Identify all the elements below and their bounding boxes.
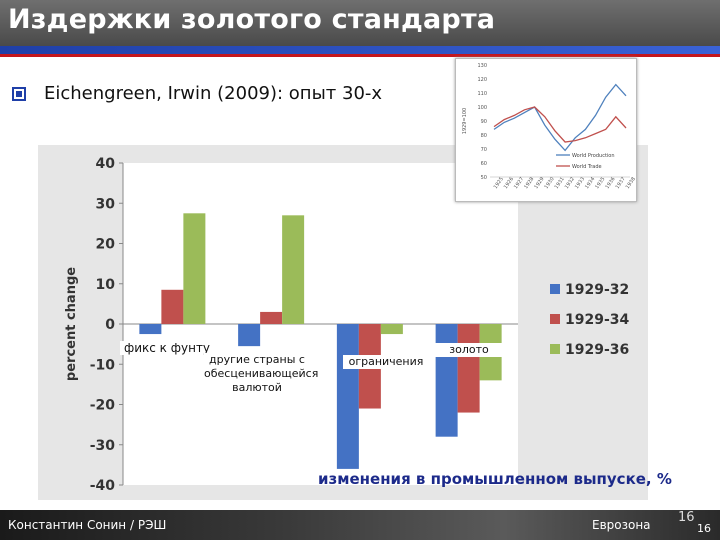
inset-series-world-production [493, 83, 627, 152]
inset-line-chart-svg: 13012011010090807060501929=1001925192619… [462, 63, 636, 190]
y-tick-label: -40 [90, 478, 116, 494]
legend-swatch-1929-32 [550, 284, 560, 294]
category-label-1: фикс к фунту [120, 341, 214, 355]
title-underline-red [0, 54, 720, 57]
title-underline-blue [0, 46, 720, 54]
inset-series-world-trade [493, 106, 627, 143]
inset-x-tick-label: 1938 [625, 176, 636, 190]
bar-1929-36 [380, 324, 403, 335]
y-tick-label: 20 [96, 237, 116, 253]
y-tick-label: -20 [90, 398, 116, 414]
bar-1929-34 [457, 324, 480, 413]
inset-y-tick-label: 70 [481, 147, 487, 153]
page-number-small: 16 [697, 522, 711, 535]
bar-1929-36 [282, 215, 305, 324]
inset-y-tick-label: 120 [477, 77, 487, 83]
y-tick-label: -30 [90, 438, 116, 454]
inset-y-tick-label: 50 [481, 175, 487, 181]
inset-y-tick-label: 110 [477, 91, 487, 97]
legend-swatch-1929-36 [550, 344, 560, 354]
chart-caption: изменения в промышленном выпуске, % [318, 470, 672, 488]
legend-swatch-1929-34 [550, 314, 560, 324]
bar-1929-32 [435, 324, 458, 437]
y-tick-label: 30 [96, 196, 116, 212]
inset-y-axis-label: 1929=100 [462, 108, 468, 134]
y-axis-label: percent change [64, 267, 79, 381]
legend-label-1929-34: 1929-34 [565, 312, 630, 328]
category-label-3: ограничения [343, 355, 429, 369]
category-label-2: другие страны с обесценивающейся валютой [204, 353, 319, 395]
inset-y-tick-label: 60 [481, 161, 487, 167]
y-tick-label: 10 [96, 277, 116, 293]
bar-1929-32 [336, 324, 359, 469]
slide-title: Издержки золотого стандарта [8, 4, 496, 35]
inset-y-tick-label: 80 [481, 133, 487, 139]
legend-label-1929-32: 1929-32 [565, 282, 629, 298]
inset-y-tick-label: 130 [477, 63, 487, 69]
bar-1929-32 [139, 324, 162, 335]
page-number-large: 16 [678, 510, 695, 525]
inset-y-tick-label: 90 [481, 119, 487, 125]
bar-1929-32 [238, 324, 261, 347]
inset-y-tick-label: 100 [477, 105, 487, 111]
footer-author: Константин Сонин / РЭШ [8, 518, 167, 532]
bullet-text: Eichengreen, Irwin (2009): опыт 30-х [44, 83, 383, 104]
category-label-4: золото [432, 343, 506, 357]
bar-1929-36 [183, 213, 206, 324]
title-bar [0, 0, 720, 46]
footer-section: Еврозона [592, 518, 651, 532]
inset-legend-label: World Trade [572, 164, 602, 170]
inset-legend-label: World Production [572, 153, 615, 159]
y-tick-label: 40 [96, 156, 116, 172]
footer-bar [0, 510, 720, 540]
inset-line-chart: 130 120 110 100 90 80 70 60 50 1929=100 1925 1926 19… [455, 58, 637, 202]
checkbox-bullet-icon [12, 87, 26, 101]
y-tick-label: 0 [105, 317, 115, 333]
bar-1929-34 [260, 311, 283, 324]
bar-1929-34 [161, 289, 184, 324]
legend-label-1929-36: 1929-36 [565, 342, 629, 358]
y-tick-label: -10 [90, 357, 116, 373]
